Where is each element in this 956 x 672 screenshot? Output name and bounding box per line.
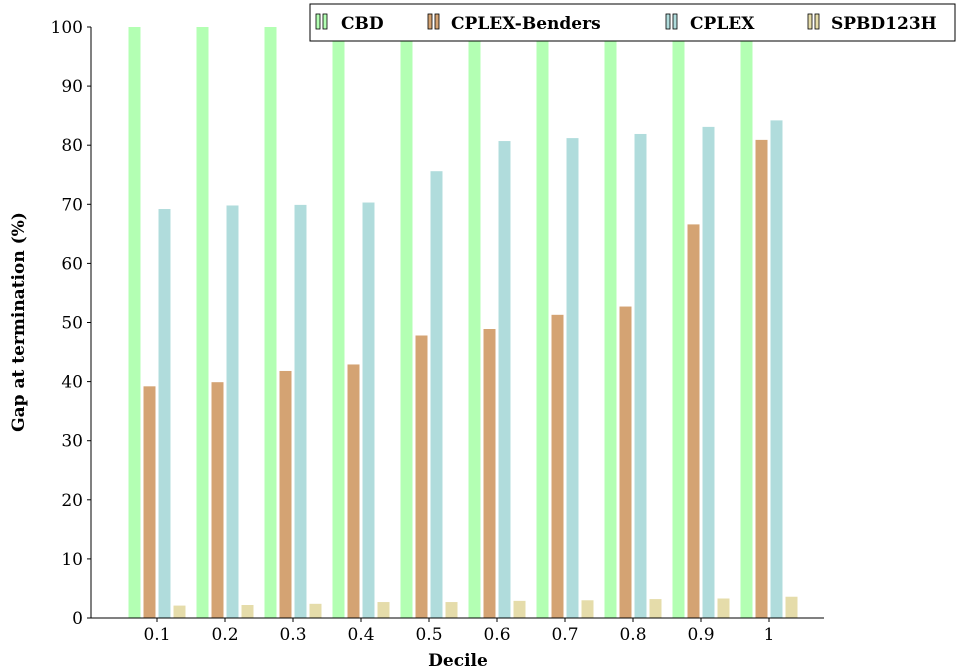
x-tick-label: 0.6 (483, 625, 510, 645)
bar-spbd123h (241, 604, 254, 618)
bar-cbd (400, 27, 413, 618)
y-tick-label: 30 (61, 432, 83, 452)
bar-cbd (332, 27, 345, 618)
bar-cplex (702, 126, 715, 618)
bar-cplex (430, 171, 443, 619)
y-tick-label: 80 (61, 136, 83, 156)
bar-cplex-benders (551, 314, 564, 618)
legend-swatch (427, 13, 433, 30)
bar-cplex (498, 141, 511, 619)
bar-spbd123h (513, 600, 526, 618)
bar-cplex-benders (755, 139, 768, 619)
legend-box (309, 3, 956, 42)
x-tick-label: 1 (764, 625, 775, 645)
bar-cbd (740, 27, 753, 618)
bar-cplex-benders (619, 306, 632, 618)
y-tick-label: 70 (61, 195, 83, 215)
bar-cplex-benders (279, 370, 292, 618)
x-axis-label: Decile (428, 651, 488, 671)
bar-cbd (128, 27, 141, 618)
bar-spbd123h (581, 600, 594, 618)
bar-spbd123h (309, 603, 322, 618)
x-ticks-group: 0.1 0.2 0.3 0.4 0.5 0.6 0.7 0.8 0.9 1 (143, 618, 774, 645)
x-tick-label: 0.4 (347, 625, 374, 645)
bar-cplex (634, 133, 647, 618)
legend-swatch (814, 13, 820, 30)
x-tick-label: 0.5 (415, 625, 442, 645)
legend: CBD CPLEX-Benders CPLEX SPBD123H (309, 3, 956, 42)
legend-label: SPBD123H (831, 14, 937, 34)
bar-cbd (468, 27, 481, 618)
x-tick-label: 0.9 (687, 625, 714, 645)
legend-swatch (665, 13, 671, 30)
y-tick-label: 40 (61, 373, 83, 393)
bar-cplex-benders (347, 364, 360, 618)
legend-label: CBD (341, 14, 384, 34)
bars-group (128, 27, 798, 619)
bar-cplex (566, 138, 579, 618)
bar-spbd123h (785, 596, 798, 618)
y-axis-label: Gap at termination (%) (9, 212, 29, 432)
bar-spbd123h (173, 605, 186, 618)
legend-swatch (434, 13, 440, 30)
y-tick-label: 0 (72, 609, 83, 629)
x-tick-label: 0.3 (279, 625, 306, 645)
y-tick-label: 20 (61, 491, 83, 511)
legend-swatch (672, 13, 678, 30)
y-ticks-group: 0 10 20 30 40 50 60 70 80 90 100 (51, 18, 91, 629)
bar-cbd (536, 27, 549, 618)
bar-cplex (294, 204, 307, 619)
y-tick-label: 90 (61, 77, 83, 97)
y-tick-label: 50 (61, 314, 83, 334)
bar-cplex-benders (415, 335, 428, 618)
y-tick-label: 60 (61, 254, 83, 274)
bar-cplex (362, 202, 375, 619)
bar-cbd (604, 27, 617, 618)
bar-cbd (672, 27, 685, 618)
x-tick-label: 0.8 (619, 625, 646, 645)
bar-cplex-benders (483, 329, 496, 618)
legend-swatch (807, 13, 813, 30)
bar-spbd123h (377, 602, 390, 618)
x-tick-label: 0.1 (143, 625, 170, 645)
y-tick-label: 10 (61, 550, 83, 570)
legend-swatch (315, 13, 321, 30)
bar-spbd123h (649, 599, 662, 618)
legend-label: CPLEX-Benders (451, 14, 601, 34)
bar-cbd (264, 27, 277, 618)
bar-cplex (770, 120, 783, 619)
bar-cplex-benders (687, 224, 700, 619)
legend-label: CPLEX (690, 14, 755, 34)
bar-cplex (226, 205, 239, 618)
x-tick-label: 0.7 (551, 625, 578, 645)
x-tick-label: 0.2 (211, 625, 238, 645)
bar-spbd123h (717, 598, 730, 618)
bar-cplex-benders (211, 382, 224, 618)
y-tick-label: 100 (51, 18, 83, 38)
legend-swatch (322, 13, 328, 30)
bar-cbd (196, 27, 209, 618)
bar-cplex (158, 209, 171, 618)
bar-spbd123h (445, 602, 458, 618)
bar-cplex-benders (143, 386, 156, 618)
